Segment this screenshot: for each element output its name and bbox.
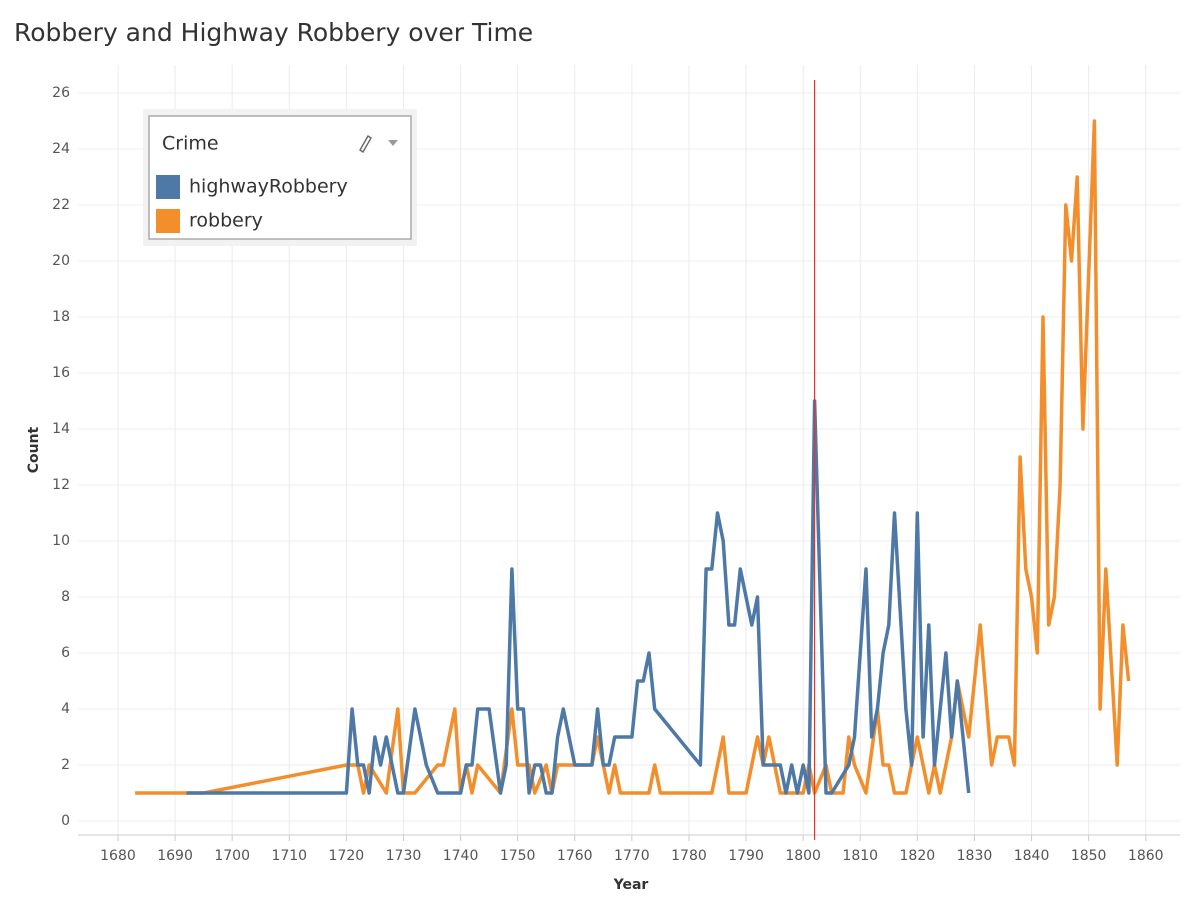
legend-label: highwayRobbery — [189, 176, 348, 198]
x-tick-label: 1690 — [157, 848, 193, 864]
chart-title: Robbery and Highway Robbery over Time — [14, 18, 533, 47]
x-tick-label: 1680 — [100, 848, 136, 864]
x-tick-label: 1780 — [671, 848, 707, 864]
x-tick-label: 1810 — [842, 848, 878, 864]
series-line — [186, 399, 971, 795]
y-tick-label: 0 — [61, 813, 70, 829]
x-tick-label: 1720 — [329, 848, 365, 864]
y-tick-label: 24 — [52, 141, 70, 157]
x-axis-title: Year — [613, 877, 649, 893]
y-tick-label: 26 — [52, 85, 70, 101]
legend-swatch — [156, 175, 180, 199]
y-tick-label: 18 — [52, 309, 70, 325]
x-tick-label: 1740 — [443, 848, 479, 864]
y-tick-label: 8 — [61, 589, 70, 605]
y-tick-label: 14 — [52, 421, 70, 437]
x-tick-label: 1850 — [1071, 848, 1107, 864]
x-tick-label: 1820 — [900, 848, 936, 864]
y-tick-label: 6 — [61, 645, 70, 661]
y-tick-label: 22 — [52, 197, 70, 213]
y-tick-label: 4 — [61, 701, 70, 717]
x-tick-label: 1860 — [1128, 848, 1164, 864]
x-tick-label: 1770 — [614, 848, 650, 864]
legend-label: robbery — [189, 210, 263, 232]
x-tick-label: 1840 — [1014, 848, 1050, 864]
lines — [135, 80, 1131, 840]
y-tick-label: 10 — [52, 533, 70, 549]
x-tick-label: 1760 — [557, 848, 593, 864]
dropdown-icon[interactable] — [388, 140, 398, 146]
x-tick-label: 1710 — [271, 848, 307, 864]
y-tick-label: 2 — [61, 757, 70, 773]
legend-swatch — [156, 209, 180, 233]
x-tick-label: 1830 — [957, 848, 993, 864]
legend: Crime highwayRobbery robbery — [143, 109, 417, 246]
y-axis-title: Count — [26, 426, 42, 473]
x-tick-label: 1700 — [214, 848, 250, 864]
y-tick-label: 20 — [52, 253, 70, 269]
legend-title: Crime — [162, 133, 219, 155]
y-tick-label: 12 — [52, 477, 70, 493]
x-tick-label: 1730 — [386, 848, 422, 864]
edit-icon[interactable] — [359, 135, 372, 153]
x-tick-label: 1750 — [500, 848, 536, 864]
y-tick-label: 16 — [52, 365, 70, 381]
x-tick-label: 1790 — [728, 848, 764, 864]
x-tick-label: 1800 — [785, 848, 821, 864]
